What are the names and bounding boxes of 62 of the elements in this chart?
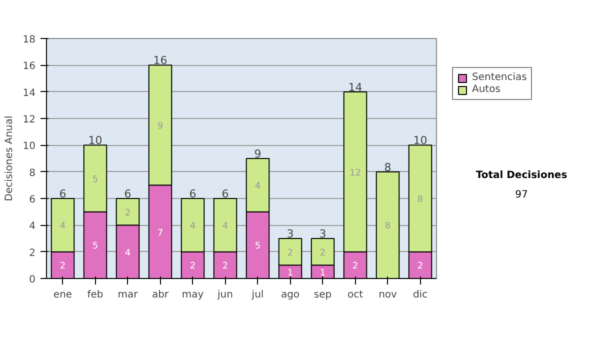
y-axis-title: Decisiones Anual (4, 116, 15, 202)
data-label: 9 (157, 122, 164, 132)
x-tick-label: jun (216, 290, 233, 300)
data-label: 7 (157, 228, 164, 238)
y-tick-label: 10 (22, 141, 36, 152)
y-tick-label: 16 (22, 61, 36, 72)
data-label: 1 (320, 268, 326, 278)
y-tick-label: 4 (29, 221, 36, 232)
data-label: 4 (254, 182, 261, 192)
x-tick-label: abr (152, 290, 170, 300)
data-label: 2 (320, 248, 326, 258)
y-tick-label: 12 (22, 114, 36, 126)
x-tick-label: ago (280, 290, 300, 300)
data-label: 5 (254, 242, 261, 252)
total-label: 6 (222, 188, 229, 200)
total-label: 16 (153, 54, 168, 68)
data-label: 2 (352, 262, 358, 272)
data-label: 12 (350, 168, 361, 178)
data-label: 8 (417, 195, 424, 205)
data-label: 4 (60, 222, 66, 232)
data-label: 2 (222, 262, 228, 272)
y-tick-label: 0 (29, 274, 36, 286)
data-label: 2 (190, 262, 196, 272)
x-tick-label: mar (118, 290, 139, 300)
data-label: 2 (287, 248, 294, 258)
total-label: 6 (59, 188, 66, 200)
legend-label: Autos (472, 84, 500, 95)
data-label: 5 (92, 242, 98, 252)
x-tick-label: jul (250, 290, 264, 300)
data-label: 2 (60, 262, 66, 272)
x-tick-label: ene (53, 290, 72, 300)
x-tick-label: nov (378, 290, 398, 300)
text: Total Decisiones (476, 170, 568, 181)
data-label: 1 (287, 268, 294, 278)
total-label: 14 (348, 80, 362, 94)
y-tick-label: 8 (29, 168, 36, 179)
data-label: 4 (222, 222, 228, 232)
data-label: 4 (124, 248, 131, 258)
total-label: 6 (124, 188, 132, 200)
x-tick-label: may (182, 290, 204, 300)
total-label: 9 (254, 148, 262, 160)
data-label: 4 (190, 222, 196, 232)
total-label: 3 (319, 228, 326, 240)
data-label: 2 (417, 262, 424, 272)
y-tick-label: 6 (29, 194, 36, 206)
y-tick-label: 2 (29, 248, 36, 259)
y-tick-label: 18 (22, 34, 36, 46)
x-tick-label: sep (314, 290, 332, 300)
data-label: 8 (384, 222, 391, 232)
total-label: 6 (189, 188, 196, 200)
data-label: 2 (124, 208, 131, 218)
y-tick-label: 14 (22, 88, 36, 99)
x-tick-label: oct (347, 290, 364, 300)
data-label: 5 (92, 175, 98, 185)
legend-label: Sentencias (472, 72, 527, 83)
total-label: 10 (413, 134, 428, 148)
x-tick-label: feb (87, 290, 104, 300)
total-label: 8 (384, 160, 392, 174)
x-tick-label: dic (412, 290, 428, 300)
total-label: 10 (88, 134, 102, 148)
total-label: 3 (286, 228, 294, 240)
text: 97 (515, 189, 528, 200)
